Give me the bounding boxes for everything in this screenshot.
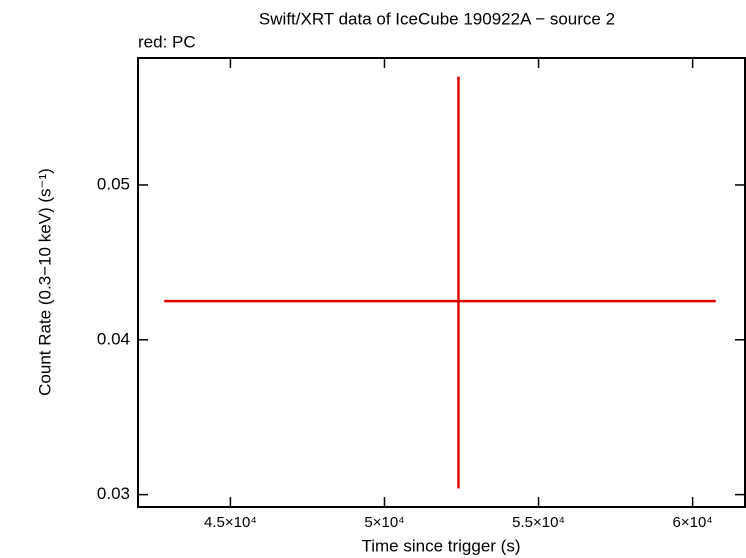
y-tick-label: 0.04 [97, 329, 130, 348]
x-tick-label: 5×10⁴ [364, 514, 404, 531]
x-tick-label: 5.5×10⁴ [512, 514, 565, 531]
x-axis-label: Time since trigger (s) [361, 536, 520, 555]
plot-frame [137, 57, 746, 508]
y-axis-label: Count Rate (0.3−10 keV) (s⁻¹) [35, 168, 54, 396]
x-tick-label: 6×10⁴ [673, 514, 713, 531]
chart-subtitle: red: PC [138, 32, 196, 51]
y-tick-label: 0.03 [97, 484, 130, 503]
chart-title: Swift/XRT data of IceCube 190922A − sour… [259, 9, 615, 28]
x-tick-label: 4.5×10⁴ [204, 514, 257, 531]
y-tick-label: 0.05 [97, 174, 130, 193]
